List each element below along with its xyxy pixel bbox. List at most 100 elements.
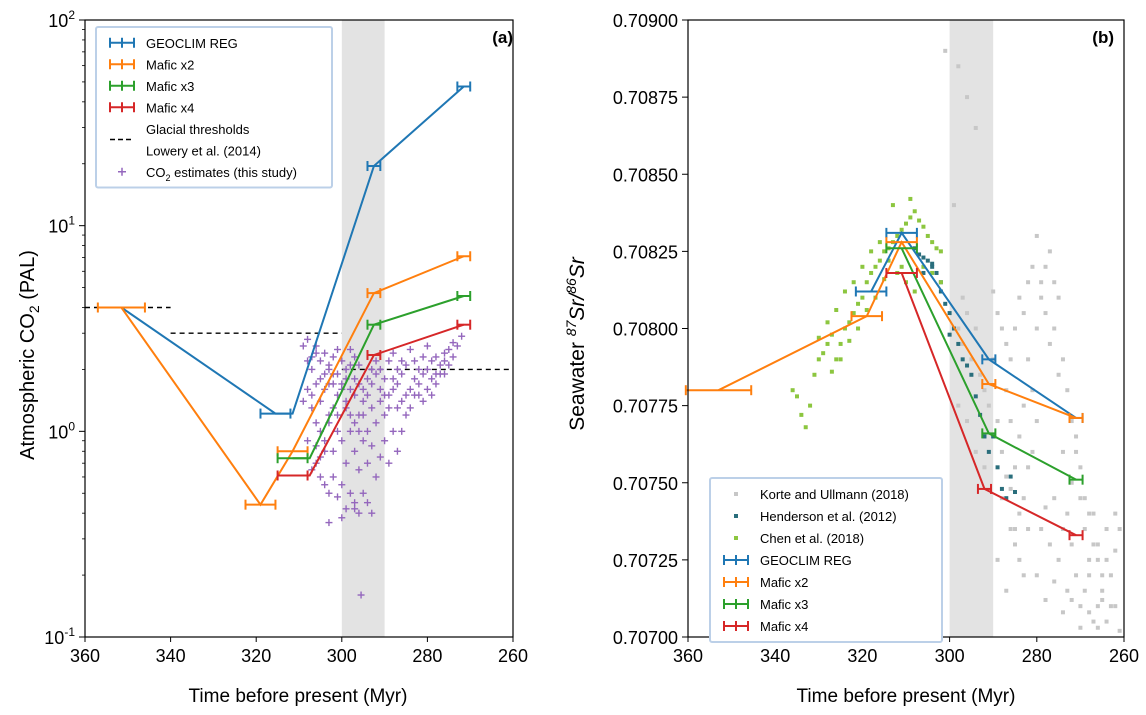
co2-estimate-point (355, 466, 363, 474)
data-point (973, 326, 978, 331)
co2-estimate-point (385, 404, 393, 412)
co2-estimate-point (321, 370, 329, 378)
data-point (851, 280, 856, 285)
data-point (1043, 505, 1048, 510)
co2-estimate-point (346, 385, 354, 393)
x-tick-label: 360 (673, 646, 703, 666)
data-point (1034, 233, 1039, 238)
co2-estimate-point (299, 397, 307, 405)
data-point (1082, 588, 1087, 593)
co2-estimate-point (316, 375, 324, 383)
x-tick-label: 320 (241, 646, 271, 666)
data-point (1004, 588, 1009, 593)
co2-estimate-point (376, 385, 384, 393)
b-legend: Korte and Ullmann (2018) Henderson et al.… (709, 477, 943, 643)
data-point (834, 307, 839, 312)
data-point (1065, 511, 1070, 516)
data-point (925, 258, 930, 263)
data-point (847, 338, 852, 343)
legend-label: Glacial thresholds (146, 122, 250, 137)
co2-estimate-point (304, 385, 312, 393)
data-point (938, 249, 943, 254)
co2-estimate-point (334, 370, 342, 378)
data-point (986, 449, 991, 454)
data-point (1104, 619, 1109, 624)
legend-label: Korte and Ullmann (2018) (760, 487, 909, 502)
data-point (1060, 449, 1065, 454)
data-point (999, 326, 1004, 331)
co2-estimate-point (372, 370, 380, 378)
data-point (1039, 280, 1044, 285)
a-y-axis-label: Atmospheric CO2 (PAL) (17, 250, 42, 460)
co2-estimate-point (441, 349, 449, 357)
data-point (956, 326, 961, 331)
co2-estimate-point (428, 375, 436, 383)
co2-estimate-point (363, 499, 371, 507)
data-point (1074, 449, 1079, 454)
data-point (1074, 573, 1079, 578)
data-point (842, 289, 847, 294)
data-point (999, 449, 1004, 454)
co2-estimate-point (363, 427, 371, 435)
a-plot-frame (84, 19, 514, 638)
data-point (869, 249, 874, 254)
data-point (1004, 474, 1009, 479)
y-tick-label: 0.70700 (613, 628, 678, 648)
y-tick-label: 0.70850 (613, 165, 678, 185)
y-tick-label: 0.70750 (613, 474, 678, 494)
co2-estimate-point (334, 493, 342, 501)
data-point (1108, 573, 1113, 578)
data-point (1113, 548, 1118, 553)
data-point (995, 419, 1000, 424)
legend-label-text: Korte and Ullmann (2018) (760, 487, 909, 502)
data-point (1056, 557, 1061, 562)
co2-estimate-point (376, 453, 384, 461)
co2-estimate-point (316, 473, 324, 481)
y-tick-label: 0.70800 (613, 320, 678, 340)
co2-estimate-point (342, 365, 350, 373)
legend-entry-mafic-x4: Mafic x4 (109, 100, 194, 115)
legend-swatch (734, 492, 738, 496)
legend-entry-mafic-x3: Mafic x3 (723, 597, 808, 612)
data-point (899, 264, 904, 269)
legend-label-text: GEOCLIM REG (760, 553, 852, 568)
y-tick-base: 10 (48, 217, 68, 237)
co2-estimate-point (338, 481, 346, 489)
legend-label: Mafic x2 (146, 57, 194, 72)
legend-swatch (734, 514, 738, 518)
panel-b-strontium-chart: 360 340 320 300 280 260 0.70700 0.70725 0.70750… (563, 11, 1139, 707)
data-point (1021, 311, 1026, 316)
legend-label: GEOCLIM REG (760, 553, 852, 568)
data-point (973, 125, 978, 130)
co2-estimate-point (445, 345, 453, 353)
data-point (1069, 419, 1074, 424)
co2-estimate-point (415, 380, 423, 388)
legend-label-line2: Lowery et al. (2014) (146, 143, 261, 158)
co2-estimate-point (359, 397, 367, 405)
series-line (870, 230, 1077, 419)
data-point (956, 403, 961, 408)
data-point (1060, 610, 1065, 615)
legend-label-text: Mafic x4 (146, 100, 194, 115)
co2-estimate-point (342, 505, 350, 513)
co2-estimate-point (329, 473, 337, 481)
b-model-series (684, 227, 1084, 541)
co2-estimate-point (304, 335, 312, 343)
data-point (917, 252, 922, 257)
data-point (1008, 419, 1013, 424)
co2-estimate-point (398, 427, 406, 435)
y-tick-label: 100 (48, 419, 75, 442)
data-point (1008, 486, 1013, 491)
data-point (1056, 372, 1061, 377)
data-point (1078, 465, 1083, 470)
co2-estimate-point (445, 361, 453, 369)
data-point (995, 311, 1000, 316)
data-point (921, 224, 926, 229)
legend-box (95, 26, 333, 189)
shaded-band-rect (949, 20, 994, 637)
data-point (1087, 511, 1092, 516)
legend-entry-mafic-x2: Mafic x2 (723, 575, 808, 590)
co2-estimate-point (432, 353, 440, 361)
